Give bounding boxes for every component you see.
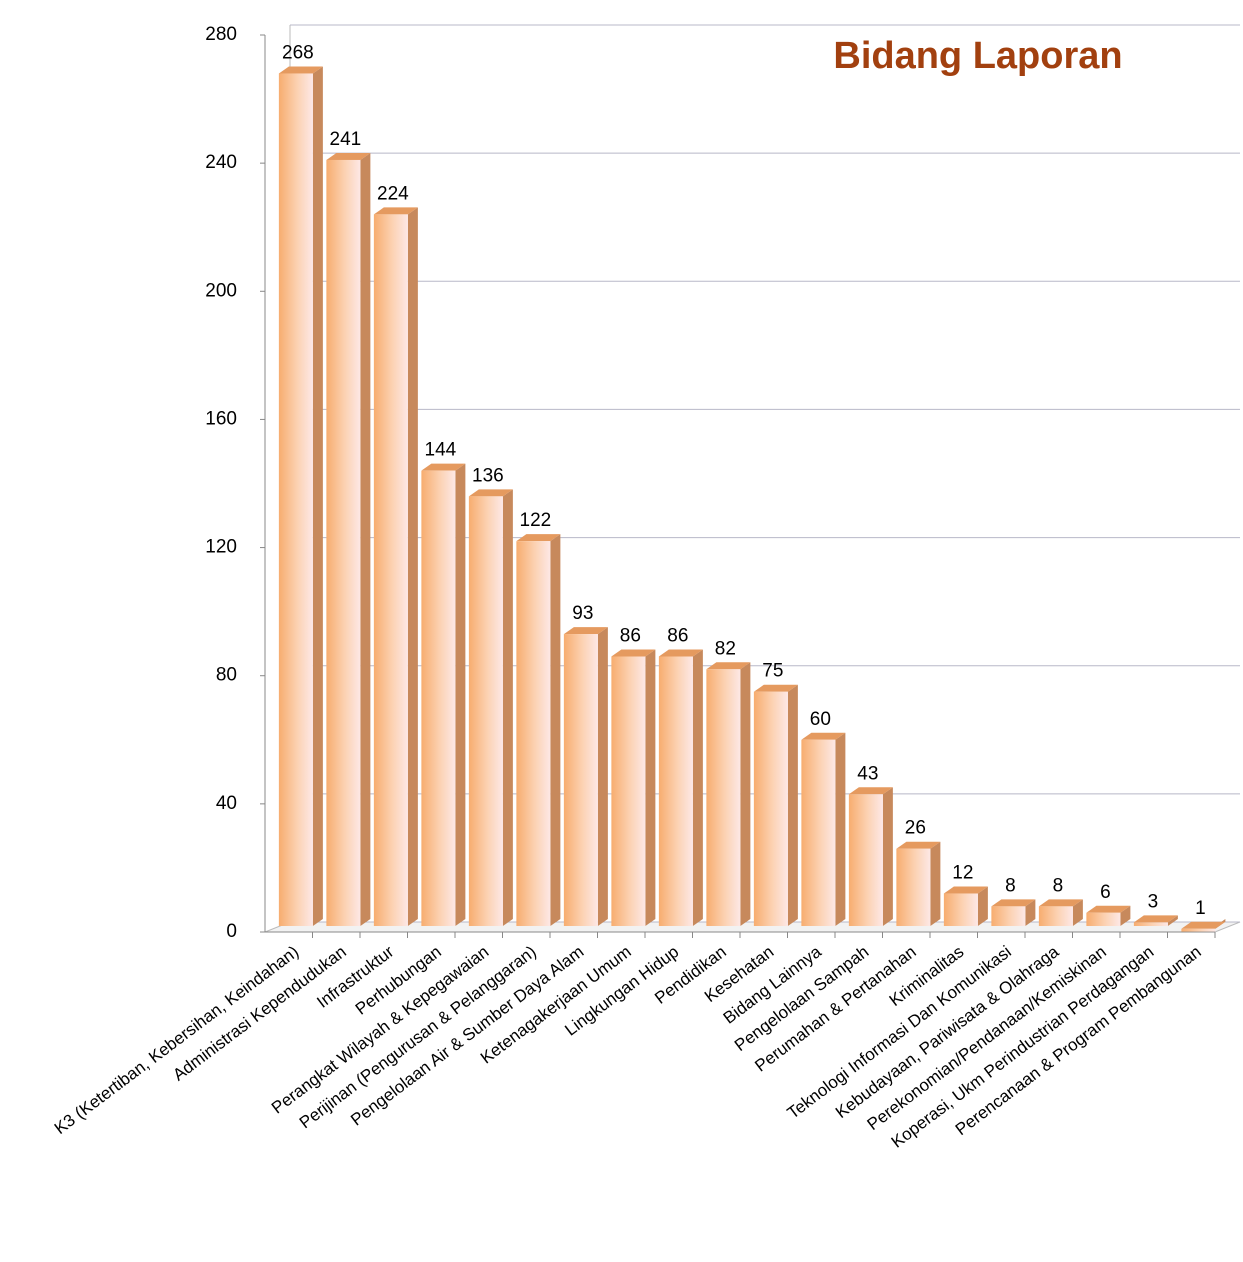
y-tick-label: 200 [205,280,237,301]
bar [373,214,408,926]
data-label: 6 [1100,882,1111,903]
bar-side [407,207,418,926]
bar-top [1133,915,1178,923]
bar-top [658,649,703,657]
chart-title: Bidang Laporan [833,35,1122,77]
data-label: 82 [715,638,736,659]
bar-side [502,489,513,926]
data-label: 1 [1195,898,1206,919]
bar-side [1167,915,1178,926]
bar-top [896,841,941,849]
bar-side [692,649,703,926]
bar [753,691,788,926]
y-tick-label: 160 [205,408,237,429]
bar [563,634,598,926]
bar [1086,912,1121,926]
bar-top [1086,905,1131,913]
bar-side [1025,899,1036,926]
bar-top [468,489,513,497]
data-label: 26 [905,818,926,839]
data-label: 86 [667,626,688,647]
bar [801,739,836,926]
bar [326,159,361,927]
bar [1038,906,1073,926]
bar-side [977,886,988,926]
bar-side [645,649,656,926]
bar-side [597,627,608,926]
data-label: 268 [282,42,314,63]
bar-top [991,899,1036,907]
data-label: 93 [572,603,593,624]
bar-top [516,534,561,542]
y-tick-label: 80 [216,665,237,686]
bar-side [312,66,323,926]
bar [943,893,978,926]
data-label: 144 [425,440,457,461]
bar [1133,922,1168,926]
bar [516,541,551,926]
y-tick-label: 0 [226,921,237,942]
bar-top [421,463,466,471]
data-label: 8 [1053,875,1064,896]
bar-top [943,886,988,894]
bar-top [326,152,371,160]
data-label: 122 [520,510,552,531]
data-label: 12 [952,863,973,884]
bar-side [787,684,798,926]
bar-side [455,463,466,926]
bar [896,848,931,926]
y-tick-label: 40 [216,793,237,814]
bar-side [1120,905,1131,926]
data-label: 224 [377,183,409,204]
data-label: 43 [857,763,878,784]
x-tick-label: K3 (Ketertiban, Kebersihan, Keindahan) [51,942,302,1138]
bar-side [930,841,941,926]
bar [611,656,646,926]
bar-top [1181,921,1226,929]
bar-top [1038,899,1083,907]
bar [1181,928,1216,932]
bar-side [740,662,751,926]
data-label: 86 [620,626,641,647]
y-tick-label: 240 [205,152,237,173]
bar-top [278,66,323,74]
bar-side [1072,899,1083,926]
bar-top [706,662,751,670]
data-label: 3 [1148,891,1159,912]
data-label: 8 [1005,875,1016,896]
y-tick-label: 280 [205,24,237,45]
bar [421,470,456,926]
bar-side [360,152,371,927]
data-label: 75 [762,661,783,682]
bar-top [848,787,893,795]
bar-side [550,534,561,926]
bar [278,73,313,926]
bar-top [611,649,656,657]
bar [991,906,1026,926]
data-label: 136 [472,465,504,486]
bar [848,794,883,926]
bar-top [563,627,608,635]
bar-side [835,732,846,926]
bar-top [801,732,846,740]
bar-side [882,787,893,926]
bar-top [753,684,798,692]
y-tick-label: 120 [205,537,237,558]
bar [706,669,741,926]
data-label: 60 [810,709,831,730]
bar-top [373,207,418,215]
bar [468,496,503,926]
data-label: 241 [330,129,362,150]
bar [658,656,693,926]
